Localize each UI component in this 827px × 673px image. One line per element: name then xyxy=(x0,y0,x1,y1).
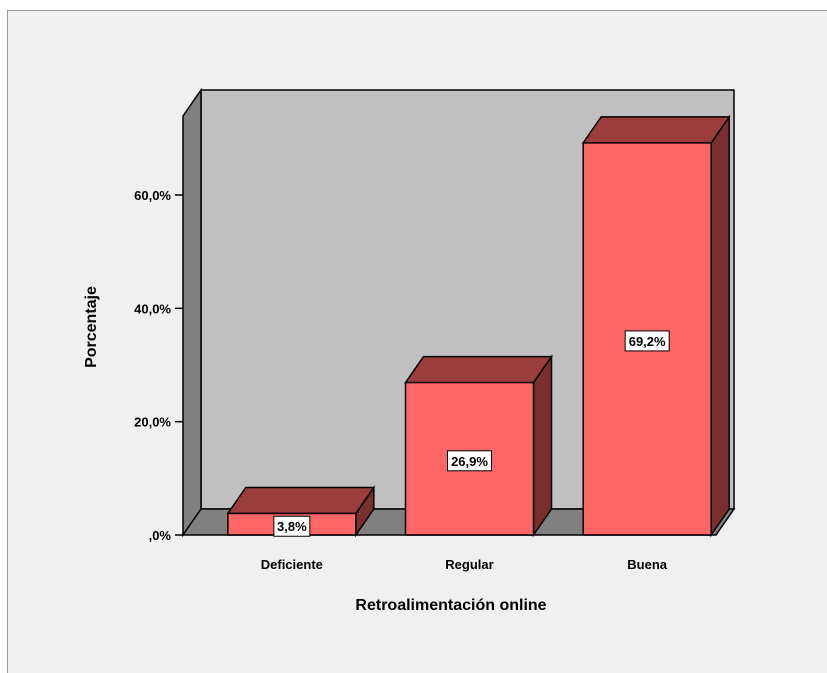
y-tick-marks xyxy=(175,194,183,536)
bar-side xyxy=(532,354,553,538)
bar-group: 26,9% xyxy=(404,354,553,538)
bar-group: 69,2% xyxy=(581,114,731,538)
tick-labels: ,0% 20,0% 40,0% 60,0% Deficiente Regular Buena xyxy=(134,188,668,572)
x-axis-title: Retroalimentación online xyxy=(355,597,546,614)
y-tick-label: 40,0% xyxy=(134,301,171,316)
bar-top xyxy=(404,355,553,384)
y-tick-label: 60,0% xyxy=(134,188,171,203)
bar-side xyxy=(710,114,730,538)
x-tick-label: Deficiente xyxy=(261,557,323,572)
x-tick-label: Buena xyxy=(627,557,668,572)
data-label: 3,8% xyxy=(277,519,307,534)
side-wall xyxy=(182,87,202,538)
data-label-box xyxy=(273,515,311,537)
y-tick-label: 20,0% xyxy=(134,415,171,430)
y-tick-label: ,0% xyxy=(149,528,172,543)
data-label: 26,9% xyxy=(451,454,488,469)
bar-group: 3,8% xyxy=(226,485,376,538)
bar-top xyxy=(581,116,731,144)
data-label-box xyxy=(447,450,492,472)
data-label-box xyxy=(624,330,670,352)
bar-top xyxy=(226,486,376,515)
y-axis-title: Porcentaje xyxy=(83,286,100,368)
bars: 3,8% 26,9% 69,2% xyxy=(226,114,731,538)
data-label: 69,2% xyxy=(629,334,666,349)
x-tick-label: Regular xyxy=(445,557,493,572)
